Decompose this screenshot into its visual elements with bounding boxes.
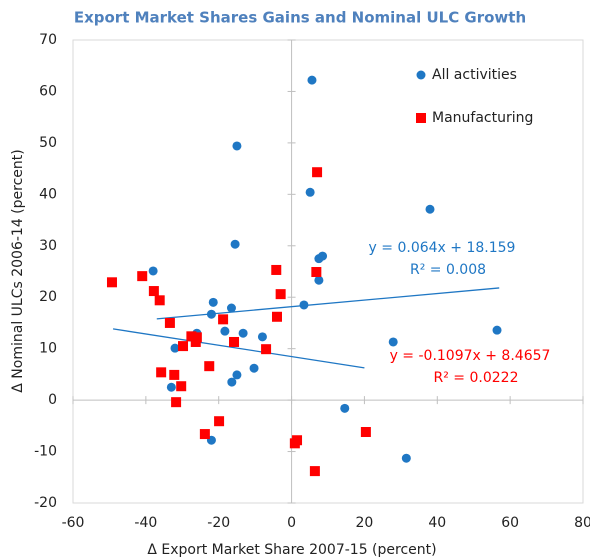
point (292, 435, 303, 446)
y-axis-label: Δ Nominal ULCs 2006-14 (percent) (10, 149, 26, 392)
x-tick-label: 80 (574, 515, 590, 531)
y-tick-label: 40 (39, 186, 57, 202)
point (314, 275, 324, 285)
point (257, 332, 267, 342)
y-tick-label: 50 (39, 135, 57, 151)
y-tick-label: 20 (39, 289, 57, 305)
legend-marker (416, 70, 426, 80)
chart-title: Export Market Shares Gains and Nominal U… (74, 9, 526, 27)
point (229, 336, 240, 347)
point (137, 271, 148, 282)
point (178, 341, 189, 352)
legend-marker (416, 113, 426, 123)
y-tick-label: 10 (39, 341, 57, 357)
point (204, 361, 215, 372)
point (220, 326, 230, 336)
y-tick-label: -20 (34, 495, 57, 511)
point (401, 453, 411, 463)
x-axis-label: Δ Export Market Share 2007-15 (percent) (147, 542, 436, 558)
point (249, 363, 259, 373)
point (190, 336, 201, 347)
point (154, 295, 165, 306)
equation: y = -0.1097x + 8.4657 (390, 348, 551, 364)
legend-label: Manufacturing (432, 110, 533, 126)
point (425, 204, 435, 214)
point (232, 370, 242, 380)
point (309, 466, 320, 477)
x-tick-label: 40 (428, 515, 446, 531)
point (238, 328, 248, 338)
point (312, 167, 323, 178)
point (164, 317, 175, 328)
equation: y = 0.064x + 18.159 (369, 240, 516, 256)
point (388, 337, 398, 347)
x-tick-label: 0 (287, 515, 296, 531)
point (169, 369, 180, 380)
trend-line (112, 328, 365, 369)
point (305, 187, 315, 197)
point (232, 141, 242, 151)
point (340, 403, 350, 413)
x-tick-label: -40 (134, 515, 157, 531)
point (307, 75, 317, 85)
point (275, 289, 286, 300)
point (360, 427, 371, 438)
point (318, 251, 328, 261)
x-tick-label: -20 (207, 515, 230, 531)
point (311, 267, 322, 278)
point (226, 303, 236, 313)
point (271, 264, 282, 275)
point (492, 325, 502, 335)
point (206, 309, 216, 319)
point (214, 416, 225, 427)
r-squared: R² = 0.0222 (434, 370, 519, 386)
point (199, 429, 210, 440)
y-tick-label: -10 (34, 444, 57, 460)
legend-label: All activities (432, 67, 517, 83)
y-tick-label: 70 (39, 32, 57, 48)
point (272, 311, 282, 322)
point (299, 300, 309, 310)
point (261, 344, 272, 355)
point (170, 343, 180, 353)
point (227, 377, 237, 387)
point (156, 367, 167, 378)
x-tick-label: -60 (62, 515, 85, 531)
point (166, 382, 176, 392)
x-tick-label: 20 (356, 515, 374, 531)
point (218, 314, 229, 325)
point (106, 277, 117, 288)
point (148, 286, 159, 297)
x-tick-label: 60 (501, 515, 519, 531)
point (148, 266, 158, 276)
y-tick-label: 60 (39, 83, 57, 99)
y-tick-label: 0 (48, 392, 57, 408)
point (171, 397, 182, 408)
point (186, 331, 197, 342)
point (208, 297, 218, 307)
y-tick-label: 30 (39, 238, 57, 254)
plot-border (72, 39, 584, 504)
r-squared: R² = 0.008 (410, 262, 486, 278)
point (176, 381, 187, 392)
point (230, 239, 240, 249)
